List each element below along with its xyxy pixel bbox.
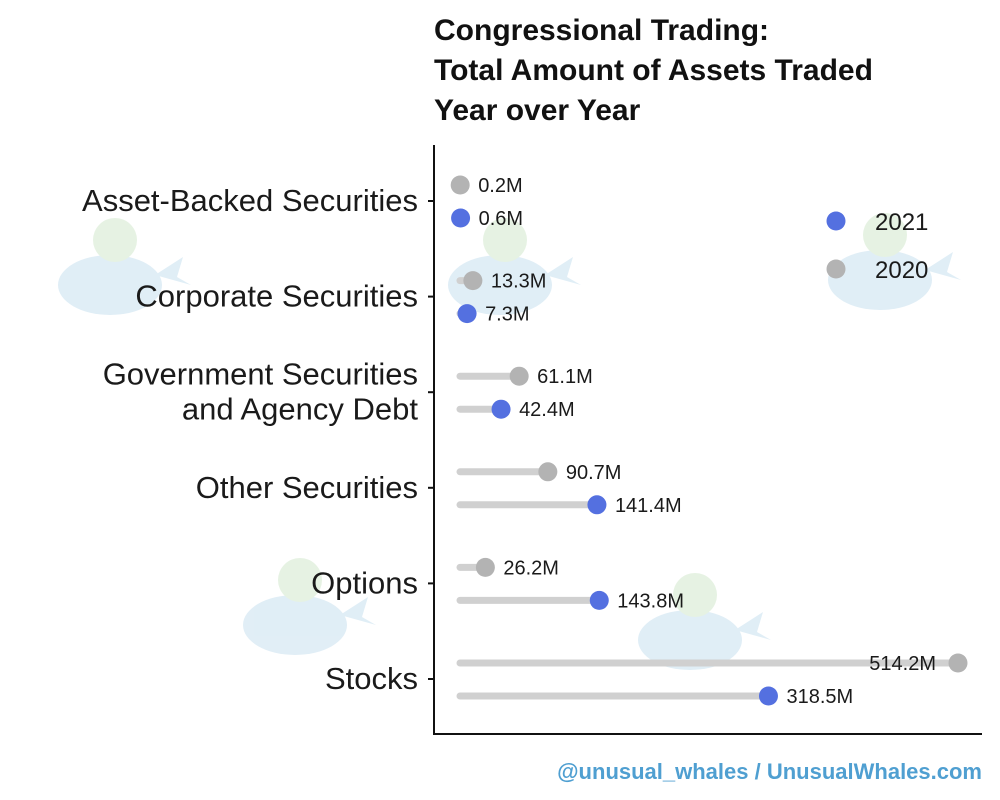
value-label-2020: 13.3M <box>491 271 547 293</box>
value-label-2021: 7.3M <box>485 304 529 326</box>
title-line-3: Year over Year <box>434 94 641 127</box>
category-label: Asset-Backed Securities <box>82 183 418 218</box>
value-label-2021: 143.8M <box>617 590 684 612</box>
legend-label-2021: 2021 <box>875 209 928 236</box>
value-label-2021: 0.6M <box>479 208 523 230</box>
category-label: Options <box>311 565 418 600</box>
whale-watermark-icon <box>828 213 961 310</box>
point-2021 <box>491 399 511 419</box>
value-label-2020: 26.2M <box>503 557 559 579</box>
category-label: and Agency Debt <box>182 392 419 427</box>
whale-watermark-icon <box>58 218 191 315</box>
legend-swatch-2021 <box>826 211 846 231</box>
value-label-2020: 514.2M <box>869 653 936 675</box>
y-axis-ticks <box>428 200 434 680</box>
legend-swatch-2020 <box>826 259 846 279</box>
legend-label-2020: 2020 <box>875 257 928 284</box>
data-points <box>450 175 968 706</box>
point-2020 <box>450 175 470 195</box>
point-2020 <box>509 366 529 386</box>
category-label: Government Securities <box>103 357 418 392</box>
title-line-2: Total Amount of Assets Traded <box>434 54 873 87</box>
value-label-2021: 42.4M <box>519 399 575 421</box>
point-2021 <box>589 590 609 610</box>
point-2021 <box>758 686 778 706</box>
category-label: Stocks <box>325 661 418 696</box>
value-label-2021: 318.5M <box>786 686 853 708</box>
value-label-2021: 141.4M <box>615 495 682 517</box>
chart-title: Congressional Trading: Total Amount of A… <box>434 14 873 127</box>
category-label: Corporate Securities <box>135 279 418 314</box>
point-2020 <box>463 271 483 291</box>
point-2020 <box>475 557 495 577</box>
point-2021 <box>451 208 471 228</box>
title-line-1: Congressional Trading: <box>434 14 769 47</box>
point-2020 <box>538 462 558 482</box>
legend: 2021 2020 <box>826 209 928 284</box>
watermark-decorations <box>58 213 961 670</box>
value-labels: 0.2M 0.6M 13.3M 7.3M 61.1M 42.4M 90.7M 141.4M 26… <box>478 175 936 708</box>
whale-watermark-icon <box>638 573 771 670</box>
credit-text[interactable]: @unusual_whales / UnusualWhales.com <box>557 759 982 784</box>
value-label-2020: 61.1M <box>537 366 593 388</box>
point-2021 <box>587 495 607 515</box>
category-label: Other Securities <box>196 470 418 505</box>
whale-watermark-icon <box>243 558 376 655</box>
value-label-2020: 0.2M <box>478 175 522 197</box>
whale-watermark-icon <box>448 218 581 315</box>
point-2020 <box>948 653 968 673</box>
category-labels: Asset-Backed Securities Corporate Securit… <box>82 183 418 696</box>
value-label-2020: 90.7M <box>566 462 622 484</box>
point-2021 <box>457 304 477 324</box>
